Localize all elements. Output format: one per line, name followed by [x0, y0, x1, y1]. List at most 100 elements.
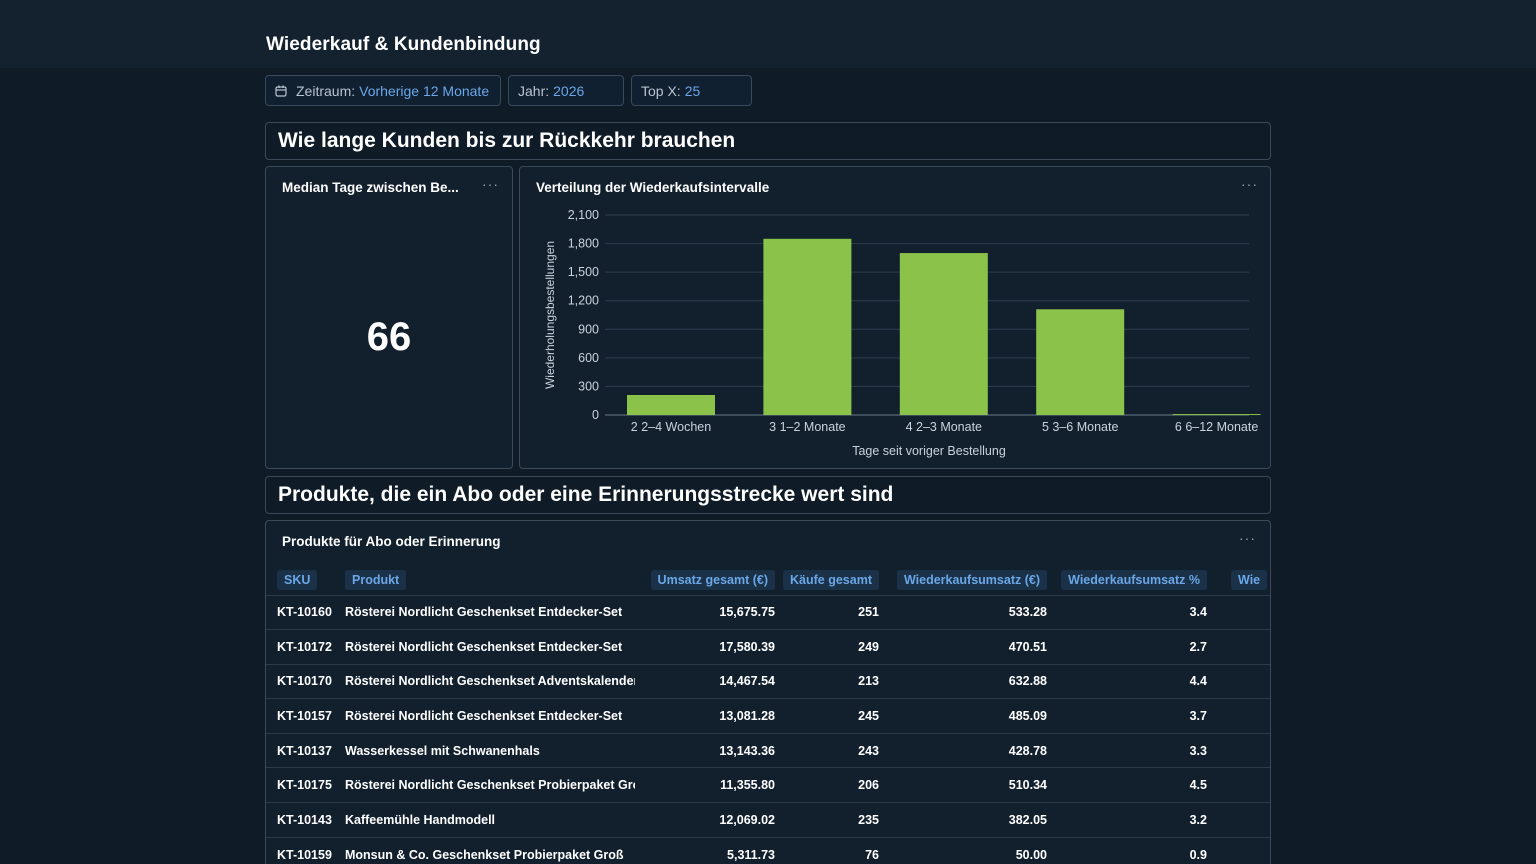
- column-header-produkt[interactable]: Produkt: [345, 565, 635, 595]
- y-tick-label: 1,800: [568, 237, 599, 251]
- cell-sku: KT-10172: [266, 629, 345, 665]
- cell-umsatz: 12,069.02: [635, 802, 775, 838]
- x-axis-title: Tage seit voriger Bestellung: [852, 444, 1006, 458]
- cell-sku: KT-10170: [266, 663, 345, 699]
- cell-umsatz: 5,311.73: [635, 836, 775, 864]
- filter-zeitraum-label: Zeitraum:: [296, 82, 356, 99]
- column-header-umsatz[interactable]: Umsatz gesamt (€): [635, 565, 775, 595]
- y-tick-label: 2,100: [568, 208, 599, 222]
- column-header-sku[interactable]: SKU: [266, 565, 345, 595]
- table-scroll-area[interactable]: SKU Produkt Umsatz gesamt (€) Käufe gesa…: [266, 565, 1270, 864]
- table-row[interactable]: KT-10137 Wasserkessel mit Schwanenhals 13,…: [266, 732, 1270, 768]
- cell-umsatz: 11,355.80: [635, 767, 775, 803]
- bar[interactable]: [899, 253, 988, 415]
- calendar-icon: [275, 85, 287, 97]
- table-title: Produkte für Abo oder Erinnerung: [282, 534, 501, 549]
- cell-produkt: Wasserkessel mit Schwanenhals: [345, 732, 635, 768]
- y-tick-label: 1,500: [568, 265, 599, 279]
- y-tick-label: 600: [578, 351, 599, 365]
- table-row[interactable]: KT-10175 Rösterei Nordlicht Geschenkset P…: [266, 767, 1270, 803]
- page-title: Wiederkauf & Kundenbindung: [266, 34, 541, 55]
- table-card-abo-erinnerung: Produkte für Abo oder Erinnerung ··· SKU…: [265, 520, 1271, 864]
- cell-wiederkaufsumsatz-pct: 0.9: [1053, 836, 1213, 864]
- table-row[interactable]: KT-10143 Kaffeemühle Handmodell 12,069.02 2…: [266, 802, 1270, 838]
- x-tick-label: 6 6–12 Monate: [1175, 420, 1258, 434]
- cell-wiederkaufsumsatz: 510.34: [887, 767, 1053, 803]
- cell-extra: [1213, 663, 1270, 699]
- cell-wiederkaufsumsatz-pct: 3.2: [1053, 802, 1213, 838]
- cell-wiederkaufsumsatz: 470.51: [887, 629, 1053, 665]
- cell-wiederkaufsumsatz-pct: 3.3: [1053, 732, 1213, 768]
- cell-wiederkaufsumsatz: 50.00: [887, 836, 1053, 864]
- filter-zeitraum[interactable]: Zeitraum: Vorherige 12 Monate: [265, 75, 501, 106]
- cell-wiederkaufsumsatz-pct: 4.5: [1053, 767, 1213, 803]
- chart-card-wiederkaufsintervalle: Verteilung der Wiederkaufsintervalle ···…: [519, 166, 1271, 469]
- cell-umsatz: 13,081.28: [635, 698, 775, 734]
- cell-sku: KT-10137: [266, 732, 345, 768]
- products-table: SKU Produkt Umsatz gesamt (€) Käufe gesa…: [266, 565, 1270, 864]
- cell-produkt: Rösterei Nordlicht Geschenkset Adventska…: [345, 663, 635, 699]
- table-row[interactable]: KT-10159 Monsun & Co. Geschenkset Probier…: [266, 836, 1270, 864]
- x-tick-label: 5 3–6 Monate: [1042, 420, 1118, 434]
- cell-produkt: Rösterei Nordlicht Geschenkset Entdecker…: [345, 629, 635, 665]
- cell-produkt: Monsun & Co. Geschenkset Probierpaket Gr…: [345, 836, 635, 864]
- cell-extra: [1213, 629, 1270, 665]
- filter-jahr[interactable]: Jahr: 2026: [508, 75, 624, 106]
- cell-umsatz: 15,675.75: [635, 594, 775, 630]
- table-row[interactable]: KT-10170 Rösterei Nordlicht Geschenkset A…: [266, 663, 1270, 699]
- filter-zeitraum-value: Vorherige 12 Monate: [359, 82, 490, 99]
- column-header-wiederkaufsumsatz-pct[interactable]: Wiederkaufsumsatz %: [1053, 565, 1213, 595]
- filter-topx-label: Top X:: [641, 82, 681, 99]
- table-row[interactable]: KT-10172 Rösterei Nordlicht Geschenkset E…: [266, 629, 1270, 665]
- cell-kaeufe: 76: [775, 836, 887, 864]
- cell-wiederkaufsumsatz-pct: 2.7: [1053, 629, 1213, 665]
- cell-kaeufe: 249: [775, 629, 887, 665]
- y-tick-label: 300: [578, 379, 599, 393]
- cell-kaeufe: 235: [775, 802, 887, 838]
- cell-wiederkaufsumsatz-pct: 4.4: [1053, 663, 1213, 699]
- table-row[interactable]: KT-10160 Rösterei Nordlicht Geschenkset E…: [266, 594, 1270, 630]
- more-horizontal-icon[interactable]: ···: [482, 176, 499, 192]
- more-horizontal-icon[interactable]: ···: [1241, 176, 1258, 192]
- cell-sku: KT-10175: [266, 767, 345, 803]
- filter-topx-value: 25: [684, 82, 701, 99]
- cell-umsatz: 13,143.36: [635, 732, 775, 768]
- cell-extra: [1213, 732, 1270, 768]
- bar[interactable]: [1172, 414, 1261, 416]
- cell-produkt: Kaffeemühle Handmodell: [345, 802, 635, 838]
- section-heading-rueckkehr: Wie lange Kunden bis zur Rückkehr brauch…: [265, 122, 1271, 160]
- chart-title: Verteilung der Wiederkaufsintervalle: [536, 180, 770, 195]
- cell-sku: KT-10159: [266, 836, 345, 864]
- cell-kaeufe: 243: [775, 732, 887, 768]
- cell-kaeufe: 251: [775, 594, 887, 630]
- table-row[interactable]: KT-10157 Rösterei Nordlicht Geschenkset E…: [266, 698, 1270, 734]
- cell-sku: KT-10157: [266, 698, 345, 734]
- cell-extra: [1213, 698, 1270, 734]
- cell-produkt: Rösterei Nordlicht Geschenkset Entdecker…: [345, 594, 635, 630]
- cell-wiederkaufsumsatz: 632.88: [887, 663, 1053, 699]
- x-tick-label: 3 1–2 Monate: [769, 420, 845, 434]
- cell-sku: KT-10143: [266, 802, 345, 838]
- cell-extra: [1213, 802, 1270, 838]
- cell-wiederkaufsumsatz: 485.09: [887, 698, 1053, 734]
- cell-kaeufe: 213: [775, 663, 887, 699]
- bar[interactable]: [1036, 309, 1125, 415]
- section-heading-abo: Produkte, die ein Abo oder eine Erinneru…: [265, 476, 1271, 514]
- cell-extra: [1213, 836, 1270, 864]
- cell-umsatz: 17,580.39: [635, 629, 775, 665]
- bar[interactable]: [763, 238, 852, 415]
- filter-topx[interactable]: Top X: 25: [631, 75, 752, 106]
- y-tick-label: 0: [592, 408, 599, 422]
- cell-umsatz: 14,467.54: [635, 663, 775, 699]
- column-header-wiederkaufsumsatz[interactable]: Wiederkaufsumsatz (€): [887, 565, 1053, 595]
- column-header-kaeufe[interactable]: Käufe gesamt: [775, 565, 887, 595]
- kpi-value: 66: [366, 315, 412, 359]
- more-horizontal-icon[interactable]: ···: [1239, 530, 1256, 546]
- cell-sku: KT-10160: [266, 594, 345, 630]
- bar[interactable]: [627, 395, 715, 415]
- table-header-row: SKU Produkt Umsatz gesamt (€) Käufe gesa…: [266, 565, 1270, 595]
- cell-kaeufe: 245: [775, 698, 887, 734]
- cell-wiederkaufsumsatz-pct: 3.7: [1053, 698, 1213, 734]
- column-header-truncated[interactable]: Wie: [1213, 565, 1270, 595]
- cell-extra: [1213, 767, 1270, 803]
